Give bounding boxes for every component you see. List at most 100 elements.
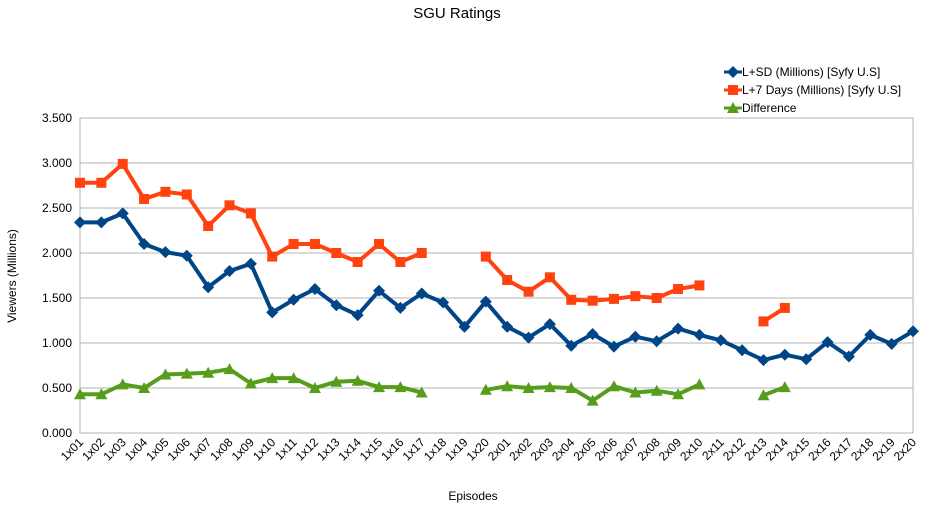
- y-tick-label: 3.500: [42, 111, 72, 125]
- series-3-point: [287, 372, 300, 384]
- x-tick-label: 1x11: [272, 435, 300, 463]
- x-axis-label: Episodes: [448, 489, 497, 503]
- legend-label: Difference: [742, 101, 797, 115]
- x-tick-label: 2x12: [720, 435, 749, 464]
- series-2-point: [779, 302, 790, 313]
- x-tick-labels: 1x011x021x031x041x051x061x071x081x091x10…: [58, 435, 920, 464]
- x-tick-label: 2x15: [784, 435, 813, 464]
- series-1-point: [821, 336, 834, 349]
- series-1-point: [714, 334, 727, 347]
- series-2-point: [480, 251, 491, 262]
- y-tick-label: 0.000: [42, 426, 72, 440]
- series-3-point: [223, 363, 236, 375]
- series-1-point: [757, 354, 770, 367]
- x-tick-label: 2x11: [699, 435, 727, 463]
- series-3-point: [202, 366, 215, 378]
- grid: [80, 117, 913, 434]
- x-tick-label: 1x05: [143, 435, 172, 464]
- x-tick-label: 2x18: [848, 435, 877, 464]
- x-tick-label: 1x08: [207, 435, 236, 464]
- series-1-point: [586, 328, 599, 340]
- series-2-point: [758, 316, 769, 327]
- series-1-point: [629, 330, 642, 343]
- y-tick-label: 0.500: [42, 381, 72, 395]
- series-3-point: [522, 382, 535, 393]
- plot-frame: [79, 117, 914, 434]
- x-tick-label: 1x17: [400, 435, 429, 464]
- series-1-point: [778, 348, 791, 361]
- series-1-point: [842, 350, 855, 363]
- series-2-point: [96, 177, 107, 188]
- x-tick-label: 2x06: [592, 435, 621, 464]
- chart-title: SGU Ratings: [413, 5, 501, 22]
- y-tick-label: 2.500: [42, 201, 72, 215]
- series-3-point: [415, 386, 428, 398]
- series-3-point: [351, 374, 364, 386]
- series-3-point: [373, 381, 386, 393]
- series-3-point: [479, 383, 492, 395]
- series-2-point: [224, 200, 235, 211]
- x-tick-label: 2x05: [570, 435, 599, 464]
- series-1-point: [244, 257, 257, 270]
- x-tick-label: 1x07: [186, 435, 215, 464]
- x-tick-label: 1x14: [335, 435, 364, 464]
- x-tick-label: 1x09: [229, 435, 258, 464]
- series-2-point: [630, 291, 641, 302]
- series-3-point: [180, 367, 193, 379]
- series-1-point: [159, 246, 172, 259]
- series-group: [74, 158, 919, 406]
- series-3-point: [330, 375, 343, 387]
- series-1-point: [223, 265, 236, 277]
- series-2: [75, 158, 790, 327]
- x-tick-label: 2x16: [805, 435, 834, 464]
- series-3-point: [394, 381, 407, 393]
- series-2-point: [608, 293, 619, 304]
- x-tick-label: 1x06: [165, 435, 194, 464]
- series-1-point: [650, 335, 663, 348]
- series-2-point: [267, 251, 278, 262]
- series-2-point: [694, 280, 705, 291]
- series-1-point: [394, 301, 407, 314]
- series-1: [74, 207, 919, 367]
- series-2-point: [502, 275, 513, 285]
- series-1-point: [116, 207, 129, 220]
- series-3-point: [586, 394, 599, 406]
- x-tick-label: 1x12: [293, 435, 322, 464]
- series-1-point: [308, 283, 321, 295]
- x-tick-label: 2x19: [869, 435, 898, 464]
- series-1-point: [202, 281, 215, 294]
- legend-swatch-marker: [727, 102, 739, 113]
- x-tick-label: 1x03: [101, 435, 130, 464]
- series-1-point: [437, 296, 450, 309]
- legend-swatch-marker: [728, 85, 738, 95]
- series-3-point: [672, 388, 685, 400]
- series-2-point: [117, 158, 128, 169]
- series-1-point: [501, 320, 514, 333]
- series-1-point: [864, 328, 877, 341]
- series-1-point: [736, 344, 749, 357]
- axes: [79, 117, 914, 434]
- series-1-point: [180, 249, 193, 262]
- x-tick-label: 2x13: [741, 435, 770, 464]
- series-2-point: [288, 239, 299, 249]
- series-3-point: [629, 386, 642, 398]
- series-3-point: [693, 378, 706, 390]
- series-3-point: [543, 381, 556, 393]
- series-2-point: [331, 248, 342, 258]
- series-1-point: [607, 340, 620, 353]
- legend-swatch-marker: [727, 66, 739, 78]
- series-3-point: [607, 380, 620, 392]
- series-2-point: [309, 239, 320, 249]
- series-2-point: [160, 186, 171, 197]
- y-axis-label: Viewers (Millions): [5, 229, 19, 323]
- series-3-point: [778, 381, 791, 393]
- series-1-point: [907, 325, 919, 338]
- series-2-point: [352, 257, 363, 267]
- x-tick-label: 2x14: [763, 435, 792, 464]
- series-2-point: [139, 194, 150, 204]
- series-2-point: [416, 248, 427, 258]
- series-1-point: [415, 287, 428, 300]
- x-tick-label: 1x16: [378, 435, 407, 464]
- series-2-point: [203, 221, 214, 231]
- series-1-point: [479, 295, 492, 308]
